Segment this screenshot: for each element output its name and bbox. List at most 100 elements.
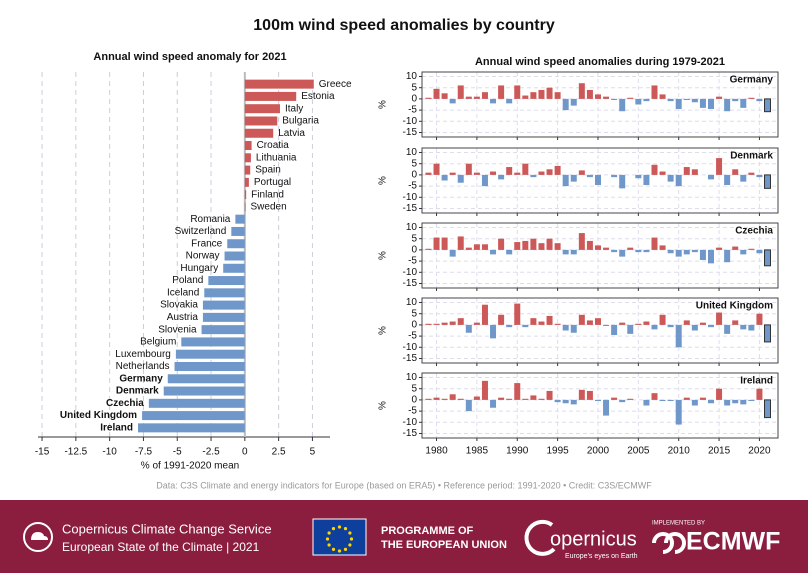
- bar: [740, 324, 747, 330]
- y-axis-label: %: [378, 176, 389, 185]
- bar: [562, 174, 569, 187]
- bar: [578, 170, 585, 175]
- category-label: Hungary: [180, 263, 218, 274]
- bar: [651, 324, 658, 330]
- bar: [530, 92, 537, 99]
- bar: [465, 96, 472, 99]
- y-tick-label: -5: [408, 105, 417, 116]
- bar: [457, 318, 464, 325]
- bar: [522, 398, 529, 400]
- bar: [473, 322, 480, 325]
- bar: [756, 313, 763, 325]
- bar: [691, 98, 698, 103]
- bar: [441, 398, 448, 400]
- bar: [659, 245, 666, 250]
- bar: [244, 91, 297, 101]
- bar: [457, 398, 464, 400]
- bar: [740, 399, 747, 405]
- category-label: Romania: [190, 214, 230, 225]
- bar: [756, 174, 763, 178]
- bar: [425, 97, 432, 99]
- bar: [699, 98, 706, 108]
- bar: [651, 393, 658, 400]
- bar: [457, 85, 464, 99]
- copernicus-logo: opernicus: [550, 528, 637, 550]
- bar: [619, 98, 626, 112]
- bar: [651, 164, 658, 175]
- x-tick-label: 1990: [506, 446, 529, 457]
- bar: [514, 172, 521, 175]
- bar: [546, 238, 553, 250]
- bar: [425, 323, 432, 325]
- bar: [732, 320, 739, 325]
- bar: [522, 324, 529, 328]
- credit: Data: C3S Climate and energy indicators …: [156, 480, 652, 490]
- bar: [732, 246, 739, 250]
- bar: [756, 98, 763, 102]
- bar: [603, 96, 610, 99]
- bar: [481, 92, 488, 99]
- bar: [235, 214, 245, 224]
- bar: [578, 233, 585, 250]
- bar: [699, 249, 706, 260]
- panel-title: Germany: [730, 75, 774, 86]
- category-label: Croatia: [257, 140, 290, 151]
- c3s-cloud: [31, 532, 48, 540]
- category-label: Switzerland: [175, 226, 227, 237]
- bar: [562, 98, 569, 111]
- bar: [619, 322, 626, 325]
- bar: [449, 172, 456, 175]
- bar: [490, 98, 497, 104]
- category-label: Netherlands: [116, 361, 170, 372]
- y-tick-label: 10: [406, 222, 418, 233]
- bar: [441, 93, 448, 99]
- x-tick-label: 1985: [466, 446, 489, 457]
- bar: [546, 315, 553, 325]
- bar: [586, 320, 593, 325]
- bar: [554, 92, 561, 99]
- x-tick-label: 5: [310, 447, 316, 458]
- bar: [514, 303, 521, 325]
- category-label: Estonia: [301, 91, 335, 102]
- y-tick-label: 0: [411, 395, 417, 406]
- copernicus-tagline: Europe's eyes on Earth: [565, 553, 638, 560]
- category-label: Luxembourg: [115, 349, 171, 360]
- bar: [473, 244, 480, 250]
- y-tick-label: 10: [406, 372, 418, 383]
- bar: [538, 321, 545, 325]
- eu-line-1: PROGRAMME OF: [381, 525, 474, 537]
- category-label: Ireland: [100, 423, 133, 434]
- bar: [449, 394, 456, 400]
- panel-frame: [421, 147, 779, 214]
- bar: [425, 248, 432, 250]
- bar: [756, 249, 763, 254]
- bar: [223, 263, 245, 273]
- ecmwf-logo: ECMWF: [686, 528, 780, 556]
- bar: [627, 398, 634, 400]
- bar: [498, 85, 505, 99]
- bar: [586, 174, 593, 178]
- bar: [594, 245, 601, 250]
- bar: [546, 390, 553, 400]
- bar: [627, 324, 634, 334]
- bar: [643, 98, 650, 102]
- bar: [433, 163, 440, 175]
- bar: [594, 318, 601, 325]
- category-label: United Kingdom: [60, 410, 137, 421]
- bar: [611, 249, 618, 253]
- bar: [498, 397, 505, 400]
- bar: [716, 158, 723, 175]
- bar: [643, 321, 650, 325]
- bar: [481, 174, 488, 187]
- y-tick-label: 0: [411, 245, 417, 256]
- copernicus-c: [524, 519, 556, 556]
- category-label: Lithuania: [256, 152, 297, 163]
- bar: [691, 249, 698, 253]
- bar: [699, 322, 706, 325]
- bar: [707, 249, 714, 264]
- bar: [716, 312, 723, 325]
- category-label: Norway: [186, 251, 220, 262]
- eu-flag: [312, 518, 367, 556]
- bar: [659, 399, 666, 402]
